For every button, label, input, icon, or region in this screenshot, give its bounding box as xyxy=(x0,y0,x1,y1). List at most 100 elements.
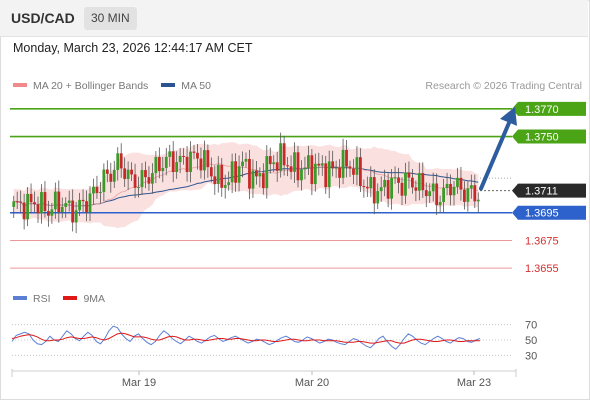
candle-82 xyxy=(296,146,300,188)
candle-25 xyxy=(99,181,102,204)
current-price-label: 1.3711 xyxy=(525,186,558,198)
candle-48 xyxy=(178,148,182,174)
candle-51 xyxy=(189,141,192,183)
candle-7 xyxy=(36,196,40,223)
candle-22 xyxy=(88,186,92,221)
level-label-1.3695: 1.3695 xyxy=(525,208,559,220)
candle-127 xyxy=(452,180,456,206)
candle-54 xyxy=(199,147,203,179)
candle-110 xyxy=(393,166,397,184)
candle-133 xyxy=(473,174,477,208)
candle-131 xyxy=(466,181,470,212)
candle-92 xyxy=(331,150,335,177)
candle-17 xyxy=(71,189,75,232)
candle-27 xyxy=(105,160,109,183)
candle-134 xyxy=(476,192,480,213)
candle-121 xyxy=(431,172,435,202)
candle-111 xyxy=(397,167,400,194)
candle-60 xyxy=(220,158,224,197)
candle-43 xyxy=(161,156,165,183)
candle-108 xyxy=(386,173,390,208)
level-tag-1.3770: 1.3770 xyxy=(512,101,586,116)
rsi-series-rsi xyxy=(11,325,481,350)
candle-75 xyxy=(272,155,276,173)
candle-125 xyxy=(445,172,449,196)
candle-63 xyxy=(230,153,234,194)
candle-88 xyxy=(317,152,321,176)
candle-70 xyxy=(255,160,258,185)
candle-128 xyxy=(456,167,459,194)
candle-107 xyxy=(383,169,387,197)
candle-1 xyxy=(15,191,19,210)
candle-38 xyxy=(144,161,147,189)
candle-18 xyxy=(74,201,78,234)
candle-26 xyxy=(102,163,106,202)
level-tag-1.3750: 1.3750 xyxy=(512,129,586,144)
x-tick-label-2: Mar 23 xyxy=(457,377,491,389)
chart-header: USD/CAD 30 MIN xyxy=(0,0,588,37)
timestamp: Monday, March 23, 2026 12:44:17 AM CET xyxy=(13,41,253,55)
candle-90 xyxy=(324,155,328,194)
candle-126 xyxy=(449,174,452,206)
candle-35 xyxy=(133,163,137,199)
candle-109 xyxy=(390,169,393,210)
candle-122 xyxy=(435,173,439,216)
candle-114 xyxy=(407,161,411,189)
candle-50 xyxy=(185,146,189,182)
candle-9 xyxy=(43,181,47,218)
candle-115 xyxy=(411,168,414,194)
candle-55 xyxy=(203,140,206,180)
level-label-1.3675: 1.3675 xyxy=(525,235,559,247)
candle-76 xyxy=(275,151,279,182)
candle-44 xyxy=(164,147,168,176)
candle-104 xyxy=(372,169,376,215)
candle-102 xyxy=(365,176,369,197)
candle-12 xyxy=(53,182,57,219)
rsi-tick-70: 70 xyxy=(525,320,537,332)
x-tick-label-0: Mar 19 xyxy=(122,377,156,389)
candle-49 xyxy=(182,148,185,165)
credit-text: Research © 2026 Trading Central xyxy=(425,80,582,92)
candle-94 xyxy=(338,159,341,189)
candle-42 xyxy=(157,147,161,179)
candle-33 xyxy=(126,161,130,190)
level-label-1.3750: 1.3750 xyxy=(525,132,559,144)
candle-65 xyxy=(237,155,241,192)
candle-41 xyxy=(154,151,158,184)
candle-61 xyxy=(223,174,227,199)
candle-124 xyxy=(442,178,445,214)
timeframe-button[interactable]: 30 MIN xyxy=(84,7,137,30)
candle-46 xyxy=(171,141,175,183)
candle-80 xyxy=(289,155,293,180)
candle-120 xyxy=(428,183,432,203)
candle-95 xyxy=(341,138,345,185)
candle-99 xyxy=(355,146,359,186)
candle-81 xyxy=(293,142,296,183)
candle-123 xyxy=(438,195,442,213)
candle-101 xyxy=(362,179,366,198)
candle-40 xyxy=(151,163,154,194)
level-label-1.3770: 1.3770 xyxy=(525,104,559,116)
candles xyxy=(12,132,480,234)
candle-67 xyxy=(244,152,248,168)
candle-5 xyxy=(29,183,33,214)
candle-52 xyxy=(192,144,196,160)
candle-47 xyxy=(175,151,179,179)
legend-item-9ma: 9MA xyxy=(63,293,105,305)
candle-132 xyxy=(469,174,473,199)
candle-23 xyxy=(92,178,95,205)
x-tick-label-1: Mar 20 xyxy=(295,377,329,389)
candle-130 xyxy=(463,181,466,210)
candle-34 xyxy=(130,162,133,182)
candle-30 xyxy=(116,147,120,181)
candle-79 xyxy=(286,157,289,177)
current-price-tag: 1.3711 xyxy=(512,183,586,198)
candle-31 xyxy=(119,143,123,178)
candle-24 xyxy=(95,175,99,199)
candle-105 xyxy=(376,183,380,209)
candle-66 xyxy=(241,151,244,178)
trend-arrow xyxy=(479,106,517,191)
candle-11 xyxy=(50,202,54,224)
bollinger-band xyxy=(13,142,479,229)
candle-129 xyxy=(459,166,463,201)
